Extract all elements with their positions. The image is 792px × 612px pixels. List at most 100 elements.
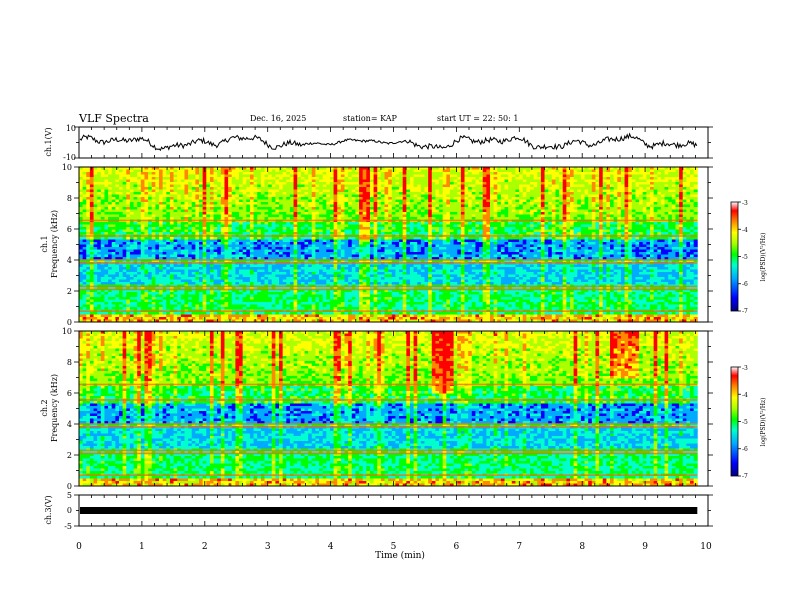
ch1-spectrogram-cell [203, 207, 207, 210]
ch1-spectrogram-cell [130, 185, 134, 188]
ch1-spectrogram-cell [174, 170, 178, 173]
ch1-spectrogram-cell [159, 227, 163, 230]
ch1-spectrogram-cell [137, 302, 141, 305]
ch1-spectrogram-cell [144, 172, 148, 175]
ch1-spectrogram-cell [112, 190, 116, 193]
ch1-spectrogram-cell [170, 225, 174, 228]
ch1-spectrogram-cell [203, 227, 207, 230]
ch1-spectrogram-cell [137, 297, 141, 300]
ch1-spectrogram-cell [144, 247, 148, 250]
ch1-spectrogram-cell [97, 217, 101, 220]
ch1-spectrogram-cell [192, 302, 196, 305]
ch1-spectrogram-cell [152, 270, 156, 273]
ch1-spectrogram-cell [144, 215, 148, 218]
ch1-spectrogram-cell [119, 202, 123, 205]
ch1-spectrogram-cell [148, 245, 152, 248]
ch1-spectrogram-cell [123, 230, 127, 233]
ch1-spectrogram-cell [181, 185, 185, 188]
ch1-spectrogram-cell [137, 252, 141, 255]
ch1-spectrogram-cell [144, 270, 148, 273]
ch1-spectrogram-cell [126, 307, 130, 310]
ch1-spectrogram-cell [192, 280, 196, 283]
ch1-spectrogram-cell [155, 280, 159, 283]
ch1-spectrogram-cell [188, 185, 192, 188]
ch1-spectrogram-cell [152, 232, 156, 235]
ch1-spectrogram-cell [94, 305, 98, 308]
ch1-spectrogram-cell [184, 242, 188, 245]
ch1-spectrogram-cell [126, 195, 130, 198]
ch1-spectrogram-cell [97, 272, 101, 275]
ch1-spectrogram-cell [177, 240, 181, 243]
ch1-spectrogram-cell [94, 207, 98, 210]
ch1-spectrogram-cell [177, 312, 181, 315]
ch1-spectrogram-cell [148, 195, 152, 198]
ch1-spectrogram-cell [112, 292, 116, 295]
ch1-spectrogram-cell [192, 217, 196, 220]
ch1-spectrogram-cell [94, 210, 98, 213]
ch1-spectrogram-cell [152, 227, 156, 230]
ch1-spectrogram-cell [130, 282, 134, 285]
ch1-spectrogram-cell [126, 225, 130, 228]
ch1-spectrogram-cell [152, 210, 156, 213]
ch1-spectrogram-cell [123, 175, 127, 178]
ch1-spectrogram-cell [148, 187, 152, 190]
ch1-spectrogram-cell [195, 250, 199, 253]
ch1-spectrogram-cell [170, 175, 174, 178]
ch1-spectrogram-cell [104, 295, 108, 298]
ch1-spectrogram-cell [148, 172, 152, 175]
ch1-spectrogram-cell [119, 300, 123, 303]
ch1-spectrogram-cell [134, 170, 138, 173]
ch1-spectrogram-cell [119, 240, 123, 243]
ch1-spectrogram-cell [115, 170, 119, 173]
ch1-spectrogram-cell [174, 200, 178, 203]
ch1-spectrogram-cell [166, 210, 170, 213]
ch1-spectrogram-cell [83, 227, 87, 230]
ch1-spectrogram-cell [115, 300, 119, 303]
ch1-spectrogram-cell [170, 255, 174, 258]
ch1-spectrogram-cell [188, 297, 192, 300]
ch1-spectrogram-cell [159, 305, 163, 308]
ch1-spectrogram-cell [144, 182, 148, 185]
ch1-spectrogram-cell [184, 245, 188, 248]
ch1-spectrogram-cell [90, 252, 94, 255]
ch1-spectrogram-cell [155, 240, 159, 243]
ch1-spectrogram-cell [90, 230, 94, 233]
ch1-spectrogram-cell [203, 192, 207, 195]
ch1-spectrogram-cell [166, 307, 170, 310]
ch1-spectrogram-cell [101, 195, 105, 198]
ch1-spectrogram-heatmap [79, 167, 698, 322]
ch1-spectrogram-cell [203, 210, 207, 213]
ch1-spectrogram-cell [126, 197, 130, 200]
ch1-spectrogram-cell [123, 292, 127, 295]
ch1-spectrogram-cell [181, 172, 185, 175]
ch1-spectrogram-cell [155, 282, 159, 285]
ch1-spectrogram-cell [159, 275, 163, 278]
ch1-spectrogram-cell [94, 230, 98, 233]
ch1-spectrogram-cell [141, 215, 145, 218]
ch1-spectrogram-cell [108, 297, 112, 300]
ch1-spectrogram-cell [184, 222, 188, 225]
ch1-spectrogram-cell [79, 270, 83, 273]
ch1-spectrogram-cell [188, 245, 192, 248]
ch1-spectrogram-cell [90, 187, 94, 190]
ch1-spectrogram-cell [199, 250, 203, 253]
ch1-spectrogram-cell [177, 182, 181, 185]
ch1-spectrogram-cell [174, 317, 178, 320]
ch1-spectrogram-cell [101, 197, 105, 200]
ch1-spectrogram-cell [94, 302, 98, 305]
ch1-spectrogram-cell [83, 177, 87, 180]
ch1-spectrogram-cell [83, 222, 87, 225]
ch1-spectrogram-cell [170, 210, 174, 213]
ch1-spectrogram-cell [108, 222, 112, 225]
ch1-spectrogram-cell [108, 207, 112, 210]
ch1-spectrogram-cell [115, 207, 119, 210]
ch1-spectrogram-cell [108, 255, 112, 258]
ch1-spectrogram-cell [177, 230, 181, 233]
ch1-spectrogram-cell [152, 252, 156, 255]
ch1-spectrogram-cell [126, 187, 130, 190]
ch1-spectrogram-cell [155, 227, 159, 230]
ch1-spectrogram-cell [155, 297, 159, 300]
ch1-spectrogram-cell [184, 280, 188, 283]
ch1-ytick-minus10: -10 [63, 153, 76, 162]
ch1-spectrogram-cell [130, 292, 134, 295]
